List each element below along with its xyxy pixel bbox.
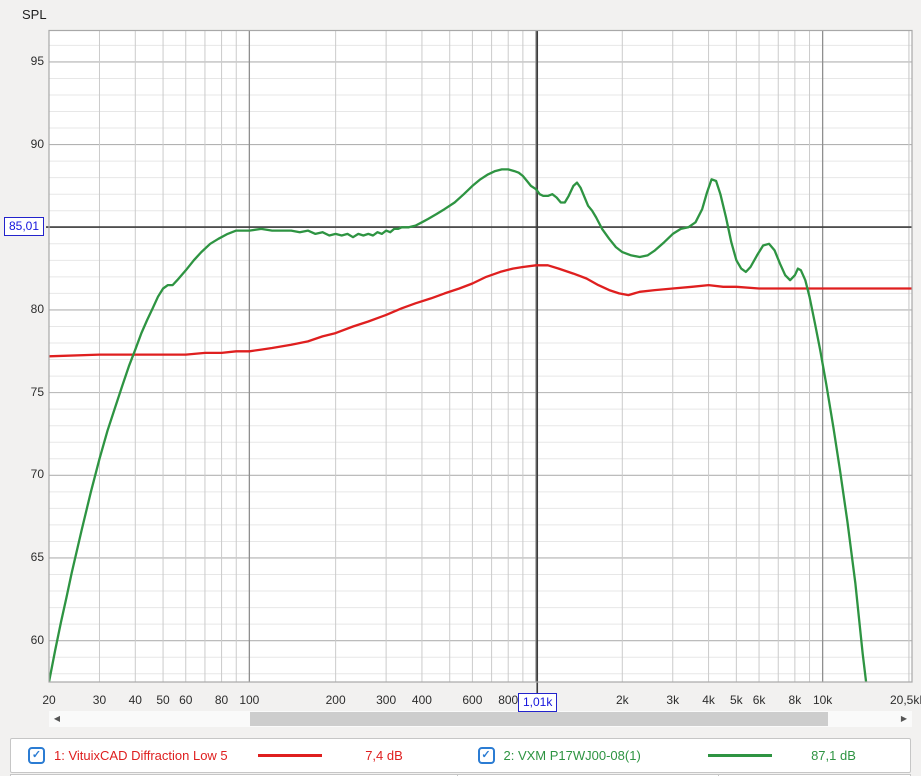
legend-bar: ✓ 1: VituixCAD Diffraction Low 5 7,4 dB … xyxy=(10,738,911,773)
x-tick-label: 40 xyxy=(128,693,142,707)
plot-frame xyxy=(48,29,913,683)
x-tick-label: 20 xyxy=(42,693,56,707)
series-2-line-sample xyxy=(707,754,772,757)
x-tick-label: 800 xyxy=(498,693,519,707)
series-2-checkbox[interactable]: ✓ xyxy=(477,747,495,764)
series-2-value: 87,1 dB xyxy=(811,748,856,763)
scroll-left-arrow[interactable]: ◀ xyxy=(53,714,61,723)
y-tick-label: 95 xyxy=(30,53,44,68)
series-1-checkbox[interactable]: ✓ xyxy=(28,747,45,764)
x-tick-label: 8k xyxy=(788,693,802,707)
legend-item-1[interactable]: ✓ 1: VituixCAD Diffraction Low 5 7,4 dB xyxy=(11,747,461,764)
x-tick-label: 300 xyxy=(376,693,397,707)
y-tick-label: 75 xyxy=(30,384,44,399)
scrollbar-thumb[interactable] xyxy=(250,712,828,726)
x-tick-label: 200 xyxy=(325,693,346,707)
y-tick-label: 70 xyxy=(30,467,44,482)
x-tick-label: 4k xyxy=(702,693,715,707)
series-1-curve xyxy=(49,264,912,358)
legend-item-2[interactable]: ✓ 2: VXM P17WJ00-08(1) 87,1 dB xyxy=(461,747,911,764)
crosshair-freq-value: 1,01k xyxy=(518,693,558,712)
horizontal-scrollbar[interactable]: ◀ ▶ xyxy=(49,711,912,727)
crosshair-lines xyxy=(46,30,912,694)
y-tick-label: 65 xyxy=(30,549,44,564)
x-tick-label: 80 xyxy=(214,693,229,707)
x-tick-label: 3k xyxy=(666,693,680,707)
series-2-curve xyxy=(49,168,868,682)
x-tick-label: 20,5kHz xyxy=(889,693,921,707)
x-tick-label: 60 xyxy=(179,693,193,707)
grid-layer xyxy=(48,30,912,682)
series-2-label: 2: VXM P17WJ00-08(1) xyxy=(503,748,641,763)
x-tick-label: 100 xyxy=(239,693,260,707)
y-tick-label: 90 xyxy=(30,136,44,151)
x-tick-label: 10k xyxy=(812,693,833,707)
plot-background xyxy=(49,30,912,682)
y-axis-title: SPL xyxy=(22,7,47,22)
x-tick-label: 600 xyxy=(462,693,483,707)
scroll-right-arrow[interactable]: ▶ xyxy=(900,714,908,723)
x-tick-label: 5k xyxy=(730,693,743,707)
series-1-value: 7,4 dB xyxy=(365,748,403,763)
x-tick-label: 6k xyxy=(752,693,766,707)
series-1-label: 1: VituixCAD Diffraction Low 5 xyxy=(54,748,228,763)
y-tick-label: 60 xyxy=(30,632,44,647)
x-tick-label: 30 xyxy=(92,693,107,707)
x-tick-label: 50 xyxy=(156,693,170,707)
crosshair-spl-value: 85,01 xyxy=(4,217,45,236)
y-tick-label: 80 xyxy=(30,301,44,316)
x-tick-label: 400 xyxy=(411,693,432,707)
x-tick-label: 2k xyxy=(615,693,629,707)
series-1-line-sample xyxy=(258,754,322,757)
